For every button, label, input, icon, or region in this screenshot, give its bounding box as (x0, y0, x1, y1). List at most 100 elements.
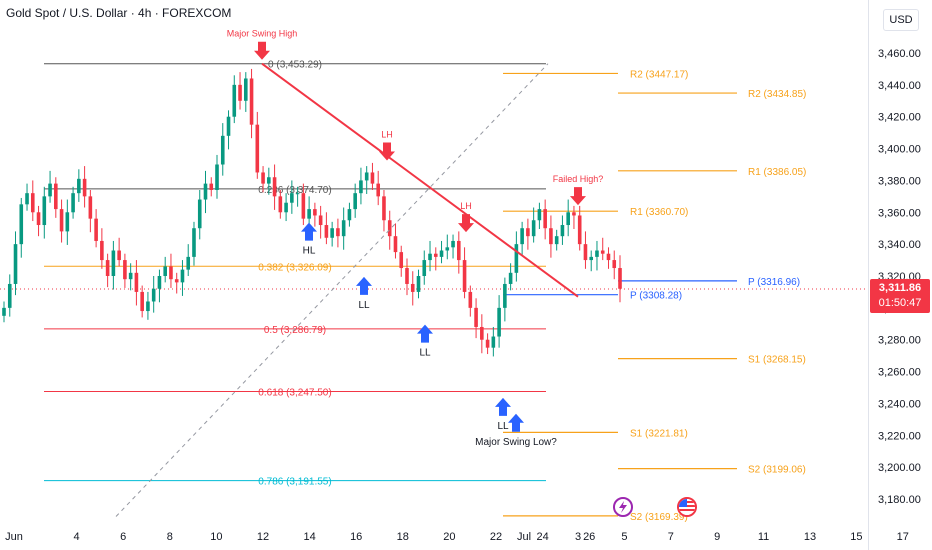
candle-body (197, 199, 202, 229)
candle-body (503, 283, 507, 308)
x-tick-label: 24 (536, 531, 548, 543)
x-tick-label: 10 (210, 531, 222, 543)
annotations-layer: Major Swing High LH LH Failed High? HL LL LL LL… (227, 29, 604, 448)
price-axis-divider (868, 0, 869, 550)
candle-body (284, 202, 288, 213)
candle-body (572, 212, 576, 216)
candle-body (123, 260, 127, 280)
candle-body (554, 236, 559, 245)
candle-body (549, 228, 553, 245)
candle-body (140, 291, 144, 312)
candle-body (19, 204, 24, 245)
candle-body (134, 272, 139, 292)
trendlines-layer (115, 62, 579, 517)
annotation-label: Major Swing Low? (475, 437, 557, 448)
candle-body (341, 220, 346, 237)
candle-body (589, 256, 594, 261)
candle-body (82, 178, 87, 197)
x-tick-label: 9 (714, 531, 720, 543)
candle-body (618, 268, 622, 289)
annotation-label: LH (381, 130, 393, 140)
candle-body (359, 180, 363, 194)
x-tick-label: Jun (5, 531, 23, 543)
pivot-label: R2 (3434.85) (748, 89, 806, 100)
candle-body (560, 225, 565, 237)
candle-body (410, 283, 415, 292)
pivot-label: R2 (3447.17) (630, 69, 688, 80)
y-tick-label: 3,340.00 (878, 239, 921, 251)
candle-body (163, 266, 167, 276)
axis-layer: 3,180.00 3,200.00 3,220.00 3,240.00 3,260.00… (5, 48, 921, 543)
down-arrow-marker (570, 187, 586, 206)
candle-body (508, 272, 513, 284)
candle-body (267, 177, 271, 184)
x-tick-label: 20 (443, 531, 455, 543)
candle-body (203, 183, 208, 200)
candle-body (180, 269, 185, 283)
candle-body (324, 225, 329, 238)
candle-body (272, 177, 277, 197)
candle-body (2, 307, 6, 316)
pivot-label: R1 (3386.05) (748, 167, 806, 178)
candle-body (232, 84, 237, 117)
candle-body (186, 256, 191, 270)
candle-body (192, 228, 196, 257)
annotation-label: LL (497, 421, 509, 432)
x-tick-label: 15 (850, 531, 862, 543)
pivot-label: P (3316.96) (748, 277, 800, 288)
y-tick-label: 3,420.00 (878, 112, 921, 124)
up-arrow-marker (508, 413, 524, 432)
candle-body (514, 244, 519, 273)
annotation-label: Failed High? (553, 174, 604, 184)
candle-body (382, 196, 386, 221)
candle-body (468, 291, 473, 308)
candle-body (520, 228, 524, 245)
candle-body (433, 253, 438, 257)
pivot-label: S1 (3268.15) (748, 355, 806, 366)
x-tick-label: 14 (303, 531, 315, 543)
candle-body (428, 253, 432, 261)
y-tick-label: 3,220.00 (878, 430, 921, 442)
candle-body (65, 212, 70, 232)
x-tick-label: 18 (397, 531, 409, 543)
fib-diagonal-line (115, 63, 549, 517)
fib-level-label: 0.618 (3,247.50) (258, 387, 331, 398)
candle-body (318, 215, 323, 226)
candle-body (25, 193, 29, 205)
annotation-label: Major Swing High (227, 29, 298, 39)
lightning-event-icon[interactable] (613, 497, 633, 517)
candle-body (295, 193, 300, 195)
candle-body (376, 183, 381, 197)
pivot-label: R1 (3360.70) (630, 207, 688, 218)
candle-body (13, 244, 18, 284)
annotation-label: LL (419, 348, 431, 359)
candle-body (215, 164, 219, 190)
candle-body (290, 193, 294, 203)
up-arrow-marker (301, 222, 317, 241)
us-flag-event-icon[interactable] (677, 497, 697, 517)
candle-body (220, 135, 225, 165)
last-price: 3,311.86 (878, 282, 922, 294)
x-tick-label: 7 (668, 531, 674, 543)
y-tick-label: 3,200.00 (878, 462, 921, 474)
x-tick-label: 11 (758, 531, 769, 543)
candle-body (387, 220, 392, 237)
candle-body (416, 276, 421, 292)
y-tick-label: 3,240.00 (878, 398, 921, 410)
candle-body (370, 172, 375, 184)
candle-body (330, 228, 334, 238)
downtrend-line (261, 62, 579, 298)
candle-body (42, 196, 47, 226)
candle-body (105, 260, 110, 276)
x-tick-label: 16 (350, 531, 362, 543)
y-tick-label: 3,260.00 (878, 367, 921, 379)
x-tick-label: 8 (167, 531, 173, 543)
currency-button[interactable]: USD (883, 9, 919, 31)
candle-body (261, 172, 265, 184)
candle-body (439, 250, 444, 257)
candle-body (537, 209, 542, 221)
down-arrow-marker (379, 142, 395, 161)
x-tick-label: 3 (575, 531, 581, 543)
candle-body (307, 209, 311, 219)
